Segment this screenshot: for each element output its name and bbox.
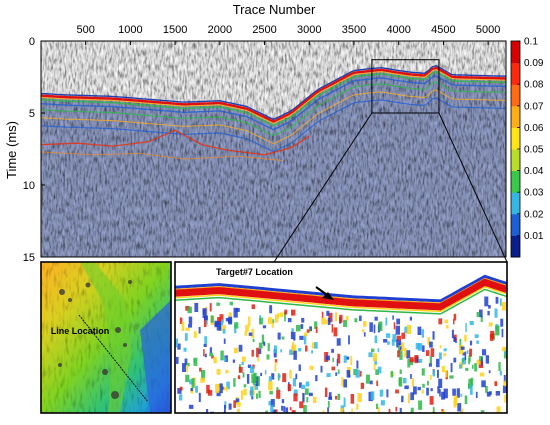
zoom-inset [175, 262, 507, 413]
x-tick-label: 3500 [342, 24, 366, 36]
x-axis-title: Trace Number [233, 2, 316, 17]
y-tick-label: 0 [29, 36, 35, 48]
x-tick-label: 500 [77, 24, 95, 36]
x-tick-label: 4500 [431, 24, 455, 36]
colorbar-cell [511, 170, 520, 193]
y-axis-title: Time (ms) [4, 121, 19, 179]
colorbar-cell [511, 62, 520, 85]
x-tick-label: 4000 [386, 24, 410, 36]
zoom-leader-line [438, 112, 508, 263]
colorbar-tick-label: 0.04 [524, 166, 544, 177]
colorbar-cell [511, 84, 520, 107]
colorbar-tick-label: 0.07 [524, 101, 544, 112]
colorbar-tick-label: 0.03 [524, 188, 544, 199]
deep-reflector [41, 129, 310, 156]
colorbar-tick-label: 0.02 [524, 209, 544, 220]
deep-reflector [41, 151, 283, 161]
colorbar: 0.1 0.09 0.08 0.07 0.06 0.05 0.04 0.03 0.02 0.01 [510, 37, 544, 258]
x-tick-label: 2500 [252, 24, 276, 36]
map-inset [41, 262, 171, 413]
colorbar-tick-label: 0.09 [524, 58, 544, 69]
target-arrow [315, 286, 334, 300]
seafloor-fringe [41, 69, 506, 124]
x-tick-label: 1000 [118, 24, 142, 36]
x-tick-label: 2000 [208, 24, 232, 36]
x-tick-label: 1500 [163, 24, 187, 36]
colorbar-cell [511, 105, 520, 128]
y-axis: 0 5 10 15 [23, 36, 45, 264]
colorbar-cell [511, 213, 520, 236]
x-tick-label: 3000 [297, 24, 321, 36]
zoom-fringe [175, 274, 507, 303]
colorbar-tick-label: 0.08 [524, 80, 544, 91]
colorbar-cell [511, 127, 520, 150]
y-tick-label: 10 [23, 180, 35, 192]
zoom-fringe [175, 286, 507, 313]
section-frame [40, 40, 507, 258]
colorbar-cell [511, 149, 520, 172]
zoom-fringe [175, 288, 507, 315]
x-axis: 500 1000 1500 2000 2500 3000 3500 4000 4500 5000 [77, 24, 500, 45]
zoom-box [371, 59, 440, 114]
colorbar-tick-label: 0.05 [524, 145, 544, 156]
seafloor-reflector [41, 66, 506, 123]
colorbar-tick-label: 0.01 [524, 231, 544, 242]
map-label: Line Location [51, 326, 110, 336]
colorbar-tick-label: 0.06 [524, 123, 544, 134]
zoom-seafloor-reflector [175, 278, 507, 311]
target-label: Target#7 Location [216, 267, 293, 277]
colorbar-cell [511, 235, 520, 258]
x-tick-label: 5000 [476, 24, 500, 36]
colorbar-cell [511, 192, 520, 215]
colorbar-tick-label: 0.1 [524, 37, 538, 48]
y-tick-label: 5 [29, 108, 35, 120]
y-tick-label: 15 [23, 252, 35, 264]
colorbar-cell [511, 41, 520, 64]
seafloor-fringe [41, 64, 506, 121]
survey-line [78, 314, 149, 403]
seismic-section [41, 41, 506, 257]
